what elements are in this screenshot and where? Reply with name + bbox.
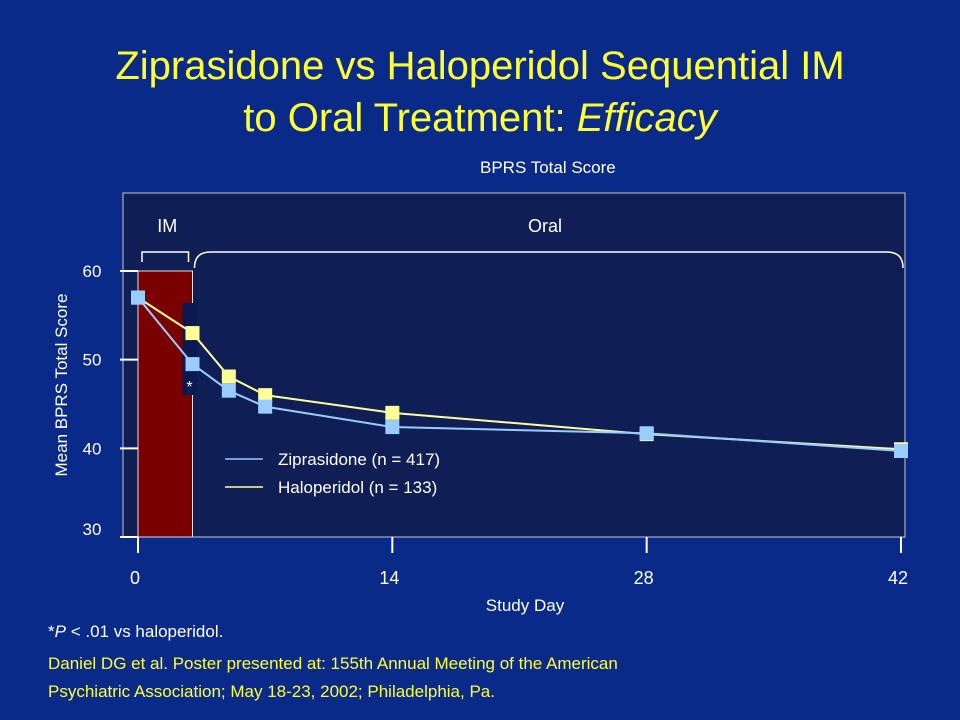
data-point-0 bbox=[221, 383, 236, 398]
y-tick-label: 50 bbox=[83, 351, 102, 370]
x-tick-label: 14 bbox=[379, 568, 399, 588]
oral-bracket bbox=[193, 251, 904, 269]
data-point-1 bbox=[385, 405, 400, 420]
citation-line-1: Daniel DG et al. Poster presented at: 15… bbox=[48, 654, 618, 673]
oral-phase-label: Oral bbox=[528, 216, 562, 236]
x-tick-label: 42 bbox=[888, 568, 908, 588]
x-tick-label: 28 bbox=[634, 568, 654, 588]
footnote: *P < .01 vs haloperidol. bbox=[48, 622, 223, 642]
citation-line-2: Psychiatric Association; May 18-23, 2002… bbox=[48, 682, 495, 701]
y-tick-label: 60 bbox=[83, 262, 102, 281]
title-emphasis: Efficacy bbox=[576, 96, 717, 140]
slide-title: Ziprasidone vs Haloperidol Sequential IM… bbox=[0, 40, 960, 144]
footnote-star: * bbox=[48, 622, 55, 641]
chart-title: BPRS Total Score bbox=[480, 158, 616, 177]
y-axis-title: Mean BPRS Total Score bbox=[52, 294, 71, 477]
footnote-text: < .01 vs haloperidol. bbox=[65, 622, 224, 641]
x-axis-title: Study Day bbox=[486, 596, 565, 615]
legend-label-0: Ziprasidone (n = 417) bbox=[278, 450, 440, 469]
data-point-0 bbox=[131, 290, 145, 305]
data-point-1 bbox=[221, 369, 236, 384]
data-point-0 bbox=[385, 420, 400, 435]
data-point-1 bbox=[258, 388, 273, 403]
significance-asterisk: * bbox=[186, 379, 192, 396]
data-point-0 bbox=[639, 426, 654, 441]
im-phase-label: IM bbox=[157, 216, 177, 236]
title-line-2-text: to Oral Treatment: bbox=[243, 96, 577, 140]
data-point-1 bbox=[185, 326, 200, 341]
data-point-0 bbox=[258, 399, 273, 414]
im-bracket bbox=[141, 251, 190, 262]
data-point-0 bbox=[894, 443, 908, 458]
legend-label-1: Haloperidol (n = 133) bbox=[278, 478, 437, 497]
title-line-2: to Oral Treatment: Efficacy bbox=[0, 92, 960, 144]
footnote-p: P bbox=[54, 622, 66, 641]
x-tick-label: 0 bbox=[130, 568, 140, 588]
plot-area bbox=[122, 192, 906, 538]
y-tick-label: 40 bbox=[83, 439, 102, 458]
title-line-1: Ziprasidone vs Haloperidol Sequential IM bbox=[115, 44, 845, 88]
citation: Daniel DG et al. Poster presented at: 15… bbox=[48, 650, 928, 706]
data-point-0 bbox=[185, 357, 200, 372]
significance-bracket bbox=[182, 303, 197, 395]
y-tick-label: 30 bbox=[83, 520, 102, 539]
